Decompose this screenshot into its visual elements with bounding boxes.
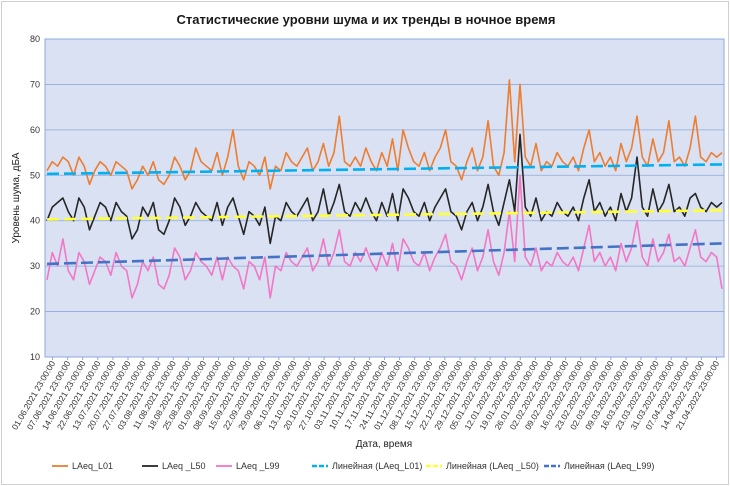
y-tick-label: 70 [30,79,40,89]
series-layer [46,79,723,299]
legend-label: Линейная (LAeq_L01) [332,461,422,471]
series-line-1 [46,133,723,245]
legend-label: Линейная (LAeq_L99) [564,461,654,471]
y-tick-label: 10 [30,352,40,362]
chart-title: Статистические уровни шума и их тренды в… [177,12,556,27]
series-line-5 [46,242,723,266]
x-axis-label: Дата, время [356,439,412,450]
series-line-2 [46,174,723,299]
legend-label: LAeq _L50 [162,461,206,471]
legend-label: LAeq_L01 [72,461,113,471]
legend-label: LAeq _L99 [236,461,280,471]
legend-label: Линейная (LAeq _L50) [446,461,539,471]
y-tick-label: 50 [30,170,40,180]
y-tick-label: 20 [30,307,40,317]
y-tick-label: 30 [30,261,40,271]
y-tick-label: 40 [30,216,40,226]
y-tick-label: 60 [30,125,40,135]
y-axis-ticks: 10 20 30 40 50 60 70 80 [30,34,40,362]
plot-area [44,38,725,358]
legend: LAeq_L01 LAeq _L50 LAeq _L99 Линейная (LAeq… [52,461,654,471]
series-line-3 [46,163,723,176]
y-tick-label: 80 [30,34,40,44]
series-line-4 [46,209,723,221]
y-axis-label: Уровень шума, дБА [11,152,22,243]
series-line-0 [46,79,723,190]
